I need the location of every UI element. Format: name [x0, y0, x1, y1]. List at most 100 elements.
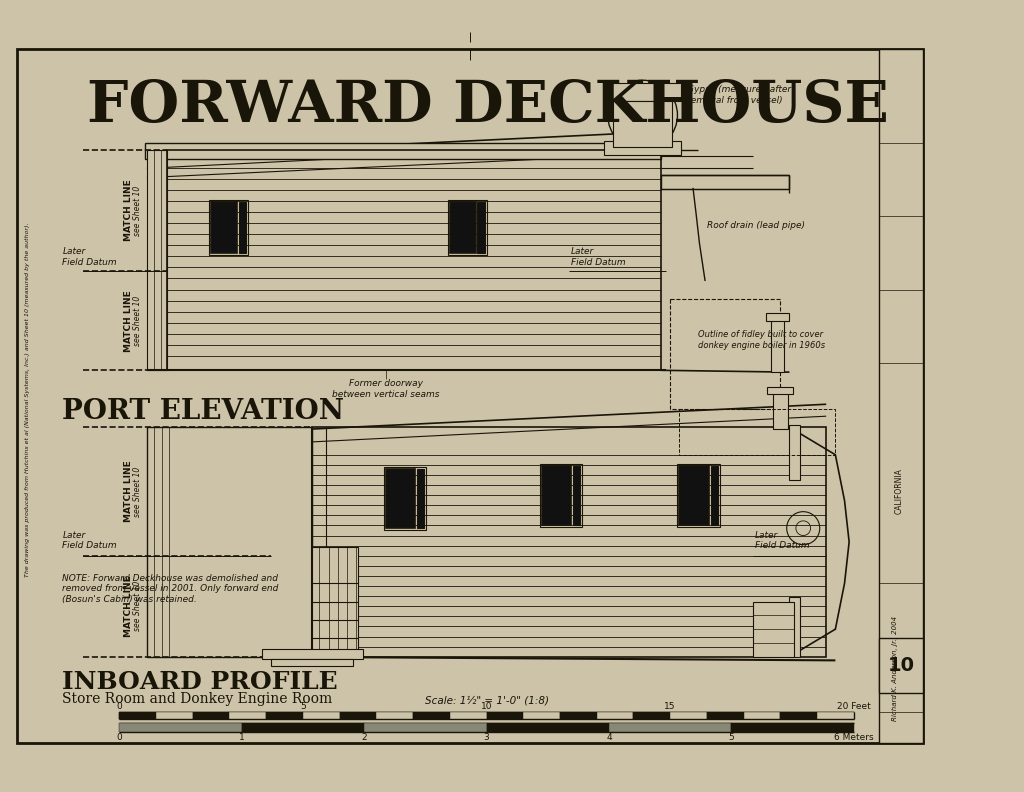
Bar [365, 723, 486, 732]
Text: 0: 0 [117, 733, 122, 742]
Bar [229, 712, 266, 719]
Bar [523, 712, 560, 719]
Text: Gypsy (measured after
removal from vessel): Gypsy (measured after removal from vesse… [687, 86, 791, 105]
Bar [156, 712, 193, 719]
Bar [417, 469, 424, 528]
Bar [413, 712, 450, 719]
Text: Scale: 1½" = 1'-0" (1:8): Scale: 1½" = 1'-0" (1:8) [425, 695, 549, 706]
Bar [880, 49, 924, 743]
Bar [660, 175, 790, 188]
Bar [767, 386, 794, 394]
Text: MATCH LINE: MATCH LINE [124, 290, 133, 352]
Bar [447, 200, 486, 255]
Text: FORWARD DECKHOUSE: FORWARD DECKHOUSE [87, 78, 889, 134]
Text: 10: 10 [481, 702, 493, 711]
Text: Later
Field Datum: Later Field Datum [62, 247, 117, 267]
Bar [377, 712, 413, 719]
Bar [731, 723, 854, 732]
Text: Roof drain (lead pipe): Roof drain (lead pipe) [707, 221, 805, 230]
Bar [743, 712, 780, 719]
Bar [604, 141, 681, 154]
Bar [880, 638, 924, 694]
Text: 6 Meters: 6 Meters [834, 733, 873, 742]
Bar [120, 723, 242, 732]
Bar [766, 314, 790, 321]
Text: see Sheet 10: see Sheet 10 [133, 295, 142, 346]
Text: Later
Field Datum: Later Field Datum [62, 531, 117, 550]
Bar [771, 317, 784, 372]
Bar [670, 299, 780, 409]
Text: MATCH LINE: MATCH LINE [124, 575, 133, 637]
Bar [604, 83, 681, 101]
Text: Former doorway
between vertical seams: Former doorway between vertical seams [332, 379, 439, 399]
Bar [679, 409, 836, 455]
Bar [790, 425, 801, 481]
Text: 1: 1 [239, 733, 245, 742]
Text: see Sheet 10: see Sheet 10 [133, 466, 142, 516]
Bar [450, 712, 486, 719]
Bar [780, 712, 817, 719]
Text: 0: 0 [117, 702, 122, 711]
Bar [312, 427, 826, 657]
Bar [477, 202, 484, 253]
Text: Later
Field Datum: Later Field Datum [755, 531, 809, 550]
Bar [209, 200, 248, 255]
Bar [560, 712, 597, 719]
Text: Outline of fidley built to cover
donkey engine boiler in 1960s: Outline of fidley built to cover donkey … [697, 330, 824, 350]
Bar [773, 390, 787, 429]
Bar [340, 712, 377, 719]
Bar [145, 143, 660, 159]
Text: 20 Feet: 20 Feet [837, 702, 870, 711]
Bar [146, 150, 167, 371]
Bar [572, 466, 581, 525]
Bar [386, 469, 415, 528]
Bar [211, 202, 237, 253]
Bar [270, 658, 353, 666]
Text: PORT ELEVATION: PORT ELEVATION [62, 398, 344, 425]
Text: The drawing was produced from Hutchins et al (National Systems, Inc.) and Sheet : The drawing was produced from Hutchins e… [25, 223, 30, 577]
Bar [670, 712, 707, 719]
Bar [597, 712, 634, 719]
Text: 3: 3 [483, 733, 489, 742]
Bar [266, 712, 303, 719]
Bar [679, 466, 709, 525]
Bar [542, 466, 571, 525]
Text: MATCH LINE: MATCH LINE [124, 461, 133, 523]
Text: NOTE: Forward Deckhouse was demolished and
removed from vessel in 2001. Only for: NOTE: Forward Deckhouse was demolished a… [62, 574, 279, 604]
Bar [486, 723, 609, 732]
Text: CALIFORNIA: CALIFORNIA [895, 469, 904, 515]
Bar [193, 712, 229, 719]
Bar [167, 150, 660, 371]
Bar [817, 712, 854, 719]
Text: Store Room and Donkey Engine Room: Store Room and Donkey Engine Room [62, 691, 333, 706]
Text: MATCH LINE: MATCH LINE [124, 180, 133, 242]
Bar [609, 723, 731, 732]
Bar [239, 202, 246, 253]
Text: Richard K. Anderson, Jr., 2004: Richard K. Anderson, Jr., 2004 [892, 616, 898, 721]
Bar [678, 464, 720, 527]
Text: Later
Field Datum: Later Field Datum [571, 247, 626, 267]
Text: see Sheet 10: see Sheet 10 [133, 581, 142, 631]
Text: 2: 2 [361, 733, 367, 742]
Bar [312, 546, 358, 657]
Bar [540, 464, 582, 527]
Bar [146, 427, 312, 657]
Bar [753, 602, 794, 657]
Bar [486, 712, 523, 719]
Bar [790, 597, 801, 657]
Text: 10: 10 [888, 657, 915, 676]
Bar [303, 712, 340, 719]
Bar [261, 649, 362, 658]
Bar [707, 712, 743, 719]
Text: 15: 15 [665, 702, 676, 711]
Text: 5: 5 [728, 733, 734, 742]
Bar [384, 466, 426, 530]
Bar [711, 466, 718, 525]
Text: 5: 5 [300, 702, 306, 711]
Bar [634, 712, 670, 719]
Bar [450, 202, 475, 253]
Bar [242, 723, 365, 732]
Bar [613, 101, 672, 147]
Text: INBOARD PROFILE: INBOARD PROFILE [62, 671, 338, 695]
Text: see Sheet 10: see Sheet 10 [133, 185, 142, 236]
